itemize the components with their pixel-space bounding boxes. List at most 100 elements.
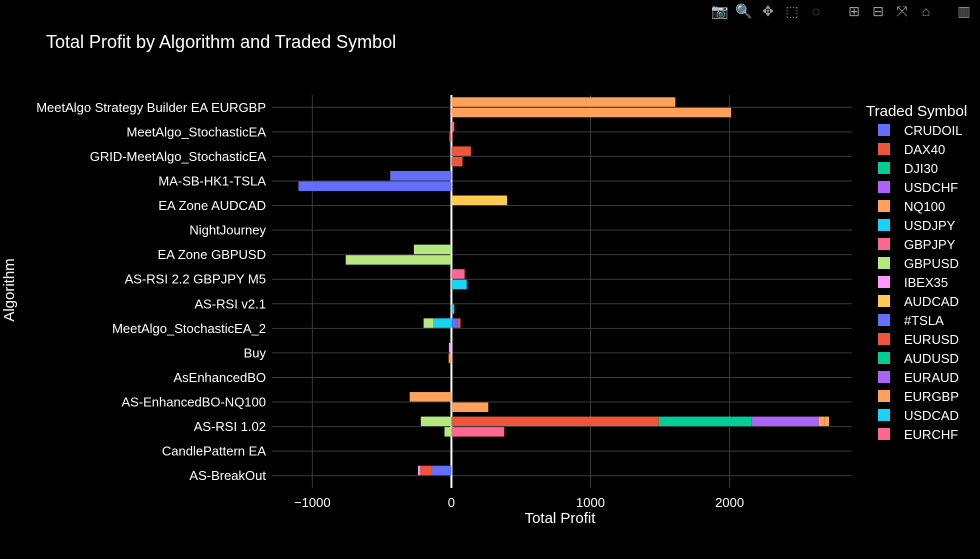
bar-segment[interactable] <box>449 132 452 142</box>
legend-swatch[interactable] <box>878 276 890 288</box>
legend-item-label[interactable]: USDJPY <box>904 218 956 233</box>
legend-title: Traded Symbol <box>866 103 967 120</box>
bar-segment[interactable] <box>451 279 467 290</box>
bar-segment[interactable] <box>451 156 463 167</box>
legend-swatch[interactable] <box>878 314 890 326</box>
bar-segment[interactable] <box>423 318 434 328</box>
legend-swatch[interactable] <box>878 333 890 345</box>
bar-segment[interactable] <box>818 416 825 427</box>
camera-icon[interactable]: 📷 <box>711 3 729 19</box>
legend-swatch[interactable] <box>878 181 890 193</box>
bar-segment[interactable] <box>451 107 731 118</box>
bar-segment[interactable] <box>431 465 452 476</box>
bar-segment[interactable] <box>444 427 452 437</box>
lasso-select-icon[interactable]: ◌ <box>811 3 821 19</box>
y-tick-label: EA Zone GBPUSD <box>158 247 266 262</box>
y-tick-label: AsEnhancedBO <box>173 370 266 385</box>
y-tick-label: NightJourney <box>189 223 266 238</box>
bar-segment[interactable] <box>413 244 452 255</box>
legend-item-label[interactable]: #TSLA <box>904 313 944 328</box>
box-select-icon[interactable]: ⬚ <box>785 3 799 19</box>
bar-segment[interactable] <box>824 416 830 427</box>
legend-item-label[interactable]: AUDCAD <box>904 294 959 309</box>
x-tick-label: 0 <box>448 495 455 510</box>
zoom-out-icon[interactable]: ⊟ <box>872 3 884 19</box>
legend-item-label[interactable]: CRUDOIL <box>904 123 963 138</box>
legend-swatch[interactable] <box>878 162 890 174</box>
bar-segment[interactable] <box>433 318 452 328</box>
legend-swatch[interactable] <box>878 428 890 440</box>
axis-layer: −1000 0 1000 2000 MeetAlgo Strategy Builder … <box>36 100 744 510</box>
bar-segment[interactable] <box>451 195 508 206</box>
x-tick-label: 2000 <box>715 495 744 510</box>
legend-swatch[interactable] <box>878 143 890 155</box>
zoom-icon[interactable]: 🔍 <box>735 3 753 19</box>
zoom-in-icon[interactable]: ⊞ <box>848 3 860 19</box>
legend-item-label[interactable]: AUDUSD <box>904 351 959 366</box>
legend-swatch[interactable] <box>878 238 890 250</box>
bar-segment[interactable] <box>451 146 471 156</box>
bar-segment[interactable] <box>451 121 455 132</box>
legend-item-label[interactable]: EURCHF <box>904 427 958 442</box>
legend-swatch[interactable] <box>878 219 890 231</box>
y-tick-label: MeetAlgo_StochasticEA <box>127 124 267 139</box>
legend-item-label[interactable]: EURAUD <box>904 370 959 385</box>
bar-segment[interactable] <box>448 342 452 353</box>
bar-segment[interactable] <box>451 318 458 328</box>
bar-segment[interactable] <box>451 304 455 314</box>
bar-segment[interactable] <box>451 427 505 437</box>
x-axis-title: Total Profit <box>525 510 597 527</box>
y-tick-label: MeetAlgo_StochasticEA_2 <box>112 321 266 336</box>
legend-item-label[interactable]: DAX40 <box>904 142 945 157</box>
legend[interactable]: Traded Symbol CRUDOIL DAX40 DJI30 USDCHF NQ1… <box>866 103 967 442</box>
bar-segment[interactable] <box>298 181 452 191</box>
legend-item-label[interactable]: GBPJPY <box>904 237 956 252</box>
bar-segment[interactable] <box>451 269 465 279</box>
legend-item-label[interactable]: IBEX35 <box>904 275 948 290</box>
bar-segment[interactable] <box>345 255 452 265</box>
y-tick-label: AS-RSI 2.2 GBPJPY M5 <box>125 272 266 287</box>
bar-segment[interactable] <box>420 416 452 427</box>
legend-swatch[interactable] <box>878 200 890 212</box>
modebar: 📷 🔍 ✥ ⬚ ◌ ⊞ ⊟ ⤧ ⌂ ▥ <box>710 2 974 20</box>
legend-item-label[interactable]: NQ100 <box>904 199 945 214</box>
grid-layer <box>272 95 852 488</box>
autoscale-icon[interactable]: ⤧ <box>896 3 908 19</box>
legend-swatch[interactable] <box>878 352 890 364</box>
y-tick-label: Buy <box>244 345 267 360</box>
bar-segment[interactable] <box>448 353 452 363</box>
bar-segment[interactable] <box>390 170 452 181</box>
legend-swatch[interactable] <box>878 371 890 383</box>
legend-item-label[interactable]: USDCAD <box>904 408 959 423</box>
y-tick-label: MA-SB-HK1-TSLA <box>158 173 266 188</box>
plotly-logo-icon[interactable]: ▥ <box>957 3 971 19</box>
bar-segment[interactable] <box>751 416 819 427</box>
bar-segment[interactable] <box>451 402 489 413</box>
legend-swatch[interactable] <box>878 390 890 402</box>
legend-swatch[interactable] <box>878 257 890 269</box>
legend-item-label[interactable]: EURGBP <box>904 389 959 404</box>
bar-segment[interactable] <box>457 318 461 328</box>
bar-segment[interactable] <box>658 416 752 427</box>
bar-segment[interactable] <box>420 465 432 476</box>
bar-layer <box>298 97 830 476</box>
legend-swatch[interactable] <box>878 124 890 136</box>
y-tick-label: AS-RSI 1.02 <box>194 419 266 434</box>
y-axis-title: Algorithm <box>1 258 18 321</box>
pan-icon[interactable]: ✥ <box>762 3 774 19</box>
bar-segment[interactable] <box>451 416 659 427</box>
chart-title: Total Profit by Algorithm and Traded Sym… <box>46 32 396 52</box>
bar-segment[interactable] <box>418 465 421 476</box>
legend-item-label[interactable]: GBPUSD <box>904 256 959 271</box>
legend-swatch[interactable] <box>878 409 890 421</box>
bar-segment[interactable] <box>409 392 452 402</box>
legend-swatch[interactable] <box>878 295 890 307</box>
x-tick-label: 1000 <box>576 495 605 510</box>
reset-axes-icon[interactable]: ⌂ <box>921 3 931 19</box>
legend-item-label[interactable]: DJI30 <box>904 161 938 176</box>
bar-segment[interactable] <box>451 97 676 107</box>
y-tick-label: EA Zone AUDCAD <box>158 198 266 213</box>
legend-item-label[interactable]: EURUSD <box>904 332 959 347</box>
legend-item-label[interactable]: USDCHF <box>904 180 958 195</box>
